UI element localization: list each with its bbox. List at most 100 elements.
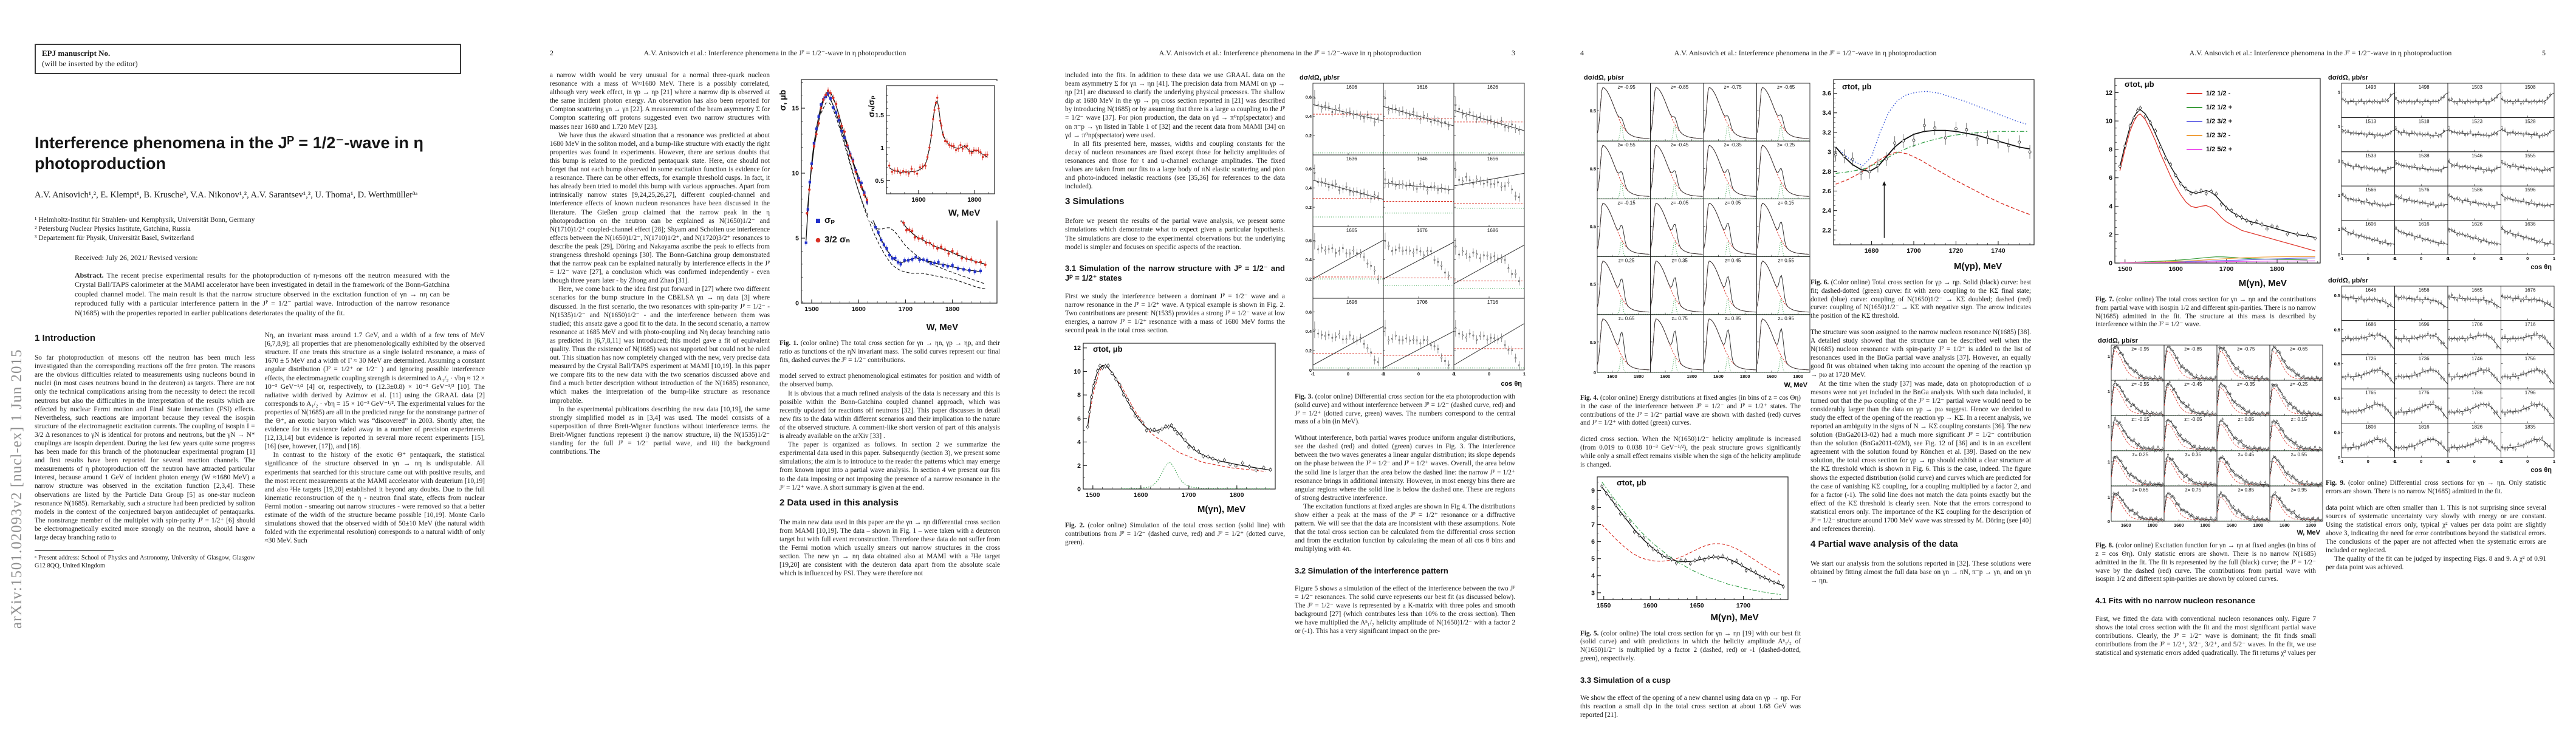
figure-6-caption: Fig. 6. (Color online) Total cross secti…: [1810, 279, 2031, 320]
svg-text:8: 8: [1591, 504, 1595, 512]
svg-text:10: 10: [792, 170, 799, 177]
svg-text:z= -0.25: z= -0.25: [2290, 382, 2308, 387]
svg-text:-1: -1: [2393, 459, 2397, 464]
svg-text:dσ/dΩ, μb/sr: dσ/dΩ, μb/sr: [2328, 277, 2369, 284]
svg-text:M(γn), MeV: M(γn), MeV: [2239, 278, 2287, 289]
svg-text:1: 1: [2553, 256, 2555, 261]
svg-text:-1: -1: [2340, 256, 2344, 261]
affiliation-1: ¹ Helmholtz-Institut für Strahlen- und K…: [35, 216, 255, 224]
page-3: A.V. Anisovich et al.: Interference phen…: [1030, 0, 1546, 729]
section-1-heading: 1 Introduction: [35, 333, 95, 344]
svg-text:2.6: 2.6: [1822, 188, 1831, 195]
abstract: Abstract. The recent precise experimenta…: [75, 271, 450, 318]
svg-text:0.5: 0.5: [2334, 293, 2340, 298]
svg-text:0: 0: [1488, 371, 1490, 377]
svg-text:1746: 1746: [2472, 356, 2482, 361]
svg-text:0: 0: [1594, 370, 1596, 375]
paragraph: In all fits presented here, masses, widt…: [1065, 140, 1285, 191]
paragraph: At the time when the study [37] was made…: [1810, 380, 2031, 533]
svg-text:6: 6: [1591, 538, 1595, 546]
column-left: 1500 1600 1700 1800 0 2 4 6 8 10 12 M(γn), MeV σtot,…: [2095, 71, 2323, 657]
svg-text:z= 0.95: z= 0.95: [1778, 316, 1794, 321]
svg-text:1538: 1538: [2419, 153, 2430, 159]
svg-text:W, MeV: W, MeV: [948, 208, 981, 218]
paragraph: In the experimental publications describ…: [550, 405, 770, 456]
svg-text:1528: 1528: [2525, 118, 2536, 124]
svg-text:z= -0.45: z= -0.45: [2184, 382, 2202, 387]
svg-text:z= 0.25: z= 0.25: [1619, 258, 1635, 264]
column-left: a narrow width would be very unusual for…: [550, 71, 770, 578]
svg-text:1800: 1800: [1230, 491, 1244, 499]
svg-text:0.4: 0.4: [1306, 329, 1312, 334]
paragraph: The excitation functions at fixed angles…: [1295, 502, 1515, 553]
svg-text:6: 6: [2109, 174, 2112, 182]
paragraph: The quality of the fit can be judged by …: [2326, 555, 2546, 572]
svg-text:1: 1: [1382, 371, 1385, 377]
svg-text:1: 1: [2447, 256, 2449, 261]
svg-text:z= -0.25: z= -0.25: [1777, 142, 1795, 148]
svg-text:1696: 1696: [1346, 299, 1357, 305]
page-number: 4: [1580, 49, 1584, 57]
svg-text:1: 1: [2108, 354, 2110, 359]
affiliation-3: ³ Departement für Physik, Universität Ba…: [35, 234, 194, 242]
section-3-heading: 3 Simulations: [1065, 196, 1125, 207]
svg-text:z= -0.05: z= -0.05: [1671, 200, 1689, 205]
paragraph: In contrast to the history of the exotic…: [264, 451, 485, 545]
svg-text:1500: 1500: [2118, 265, 2132, 273]
svg-text:1600: 1600: [2168, 265, 2183, 273]
svg-text:0.4: 0.4: [1306, 114, 1312, 119]
figure-2-caption: Fig. 2. (color online) Simulation of the…: [1065, 522, 1286, 546]
figure-3-caption: Fig. 3. (color online) Differential cros…: [1295, 393, 1516, 426]
svg-text:1: 1: [2499, 256, 2502, 261]
svg-text:1546: 1546: [2472, 153, 2482, 159]
svg-text:0: 0: [2338, 455, 2340, 460]
svg-text:1626: 1626: [1487, 84, 1498, 90]
svg-text:1: 1: [2338, 124, 2340, 129]
svg-text:z= -0.95: z= -0.95: [2131, 346, 2150, 352]
paragraph: data point which are often smaller than …: [2326, 504, 2546, 555]
svg-text:1: 1: [2338, 193, 2340, 198]
svg-text:σₚ: σₚ: [824, 215, 835, 225]
svg-text:1656: 1656: [1487, 156, 1498, 162]
svg-text:1600: 1600: [2174, 522, 2184, 528]
svg-text:1616: 1616: [1417, 84, 1428, 90]
svg-text:4: 4: [1591, 572, 1595, 580]
svg-text:1/2 5/2 +: 1/2 5/2 +: [2206, 146, 2232, 153]
section-3-2-heading: 3.2 Simulation of the interference patte…: [1295, 566, 1448, 575]
column-left: 1 Introduction So far photoproduction of…: [35, 331, 255, 570]
svg-text:0.5: 0.5: [1590, 166, 1596, 171]
svg-text:1686: 1686: [1487, 228, 1498, 233]
svg-text:3.6: 3.6: [1822, 90, 1831, 97]
section-4-1-heading: 4.1 Fits with no narrow nucleon resonanc…: [2095, 596, 2255, 606]
svg-text:1: 1: [2108, 459, 2110, 465]
svg-text:z= -0.15: z= -0.15: [1618, 200, 1636, 205]
svg-text:1600: 1600: [2121, 522, 2131, 528]
svg-text:1/2 1/2 +: 1/2 1/2 +: [2206, 104, 2232, 111]
svg-text:1765: 1765: [2365, 390, 2376, 395]
svg-text:dσ/dΩ, μb/sr: dσ/dΩ, μb/sr: [1584, 74, 1625, 81]
svg-text:z= 0.55: z= 0.55: [2291, 452, 2307, 457]
paragraph: Figure 5 shows a simulation of the effec…: [1295, 585, 1515, 635]
svg-text:1800: 1800: [1634, 374, 1644, 379]
svg-text:2: 2: [1077, 462, 1081, 470]
svg-text:1806: 1806: [2365, 425, 2376, 430]
svg-text:0: 0: [2420, 459, 2422, 464]
column-right: 1680 1700 1720 1740 2.2 2.4 2.6 2.8 3 3.2 3.4 3.6 M(…: [1810, 71, 2035, 720]
svg-text:z= 0.75: z= 0.75: [2185, 487, 2202, 493]
paragraph: dicted cross section. When the N(1650)1/…: [1580, 436, 1801, 469]
svg-text:2.8: 2.8: [1822, 168, 1831, 176]
svg-text:0.6: 0.6: [1306, 166, 1312, 171]
svg-text:0.5: 0.5: [2334, 327, 2340, 332]
svg-text:σtot, μb: σtot, μb: [1842, 82, 1872, 91]
paragraph: Without interference, both partial waves…: [1295, 434, 1515, 502]
svg-text:1676: 1676: [2525, 287, 2536, 293]
svg-text:1503: 1503: [2472, 84, 2482, 90]
svg-text:1576: 1576: [2419, 187, 2430, 193]
figure-8: dσ/dΩ, μb/sr z= -0.95 1 z= -0.85 z= -0.75 z= …: [2095, 337, 2323, 537]
svg-text:-1: -1: [2446, 256, 2450, 261]
running-title: A.V. Anisovich et al.: Interference phen…: [643, 49, 906, 57]
svg-text:0.5: 0.5: [875, 177, 884, 185]
svg-text:7: 7: [1591, 521, 1595, 529]
svg-text:1600: 1600: [1713, 374, 1724, 379]
svg-text:σ, μb: σ, μb: [779, 90, 787, 111]
